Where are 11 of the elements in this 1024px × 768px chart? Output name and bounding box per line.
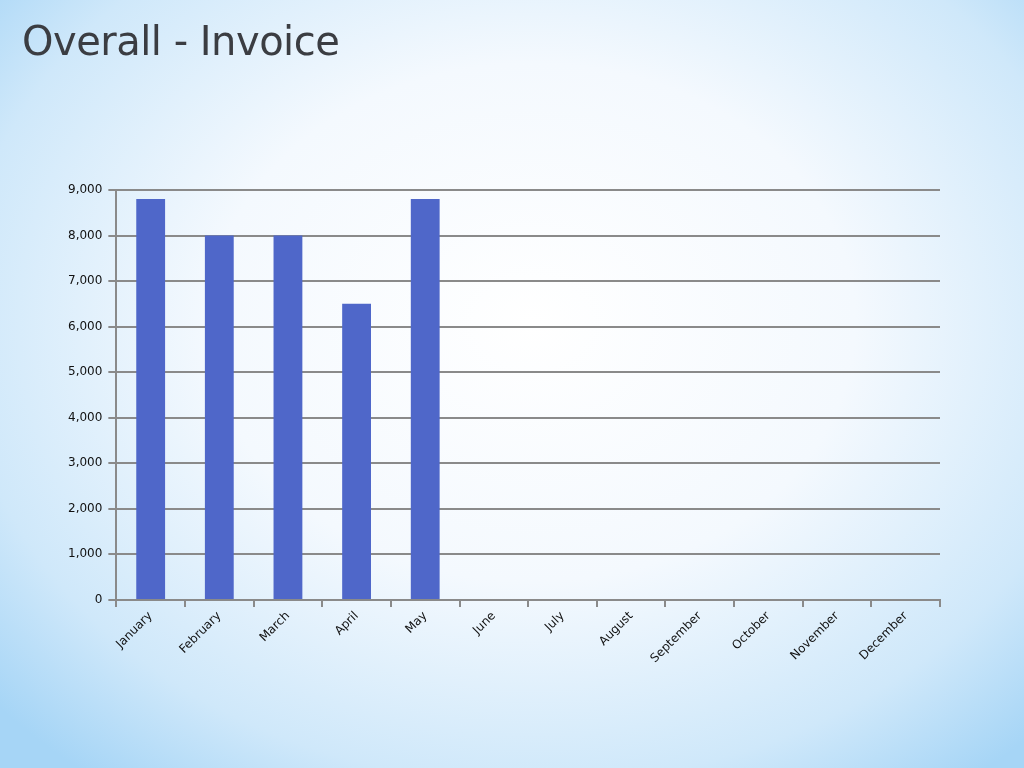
y-tick-label: 0 <box>94 592 103 607</box>
y-tick-label: 7,000 <box>67 273 103 288</box>
chart-title: Overall - Invoice <box>22 18 340 64</box>
y-tick-label: 1,000 <box>67 546 103 561</box>
y-tick-label: 3,000 <box>67 455 103 470</box>
y-tick-label: 6,000 <box>67 318 103 333</box>
y-tick-label: 4,000 <box>67 409 103 424</box>
y-tick-label: 2,000 <box>67 500 103 515</box>
y-tick-label: 9,000 <box>67 182 103 197</box>
y-tick-label: 5,000 <box>67 364 103 379</box>
y-tick-label: 8,000 <box>67 227 103 242</box>
